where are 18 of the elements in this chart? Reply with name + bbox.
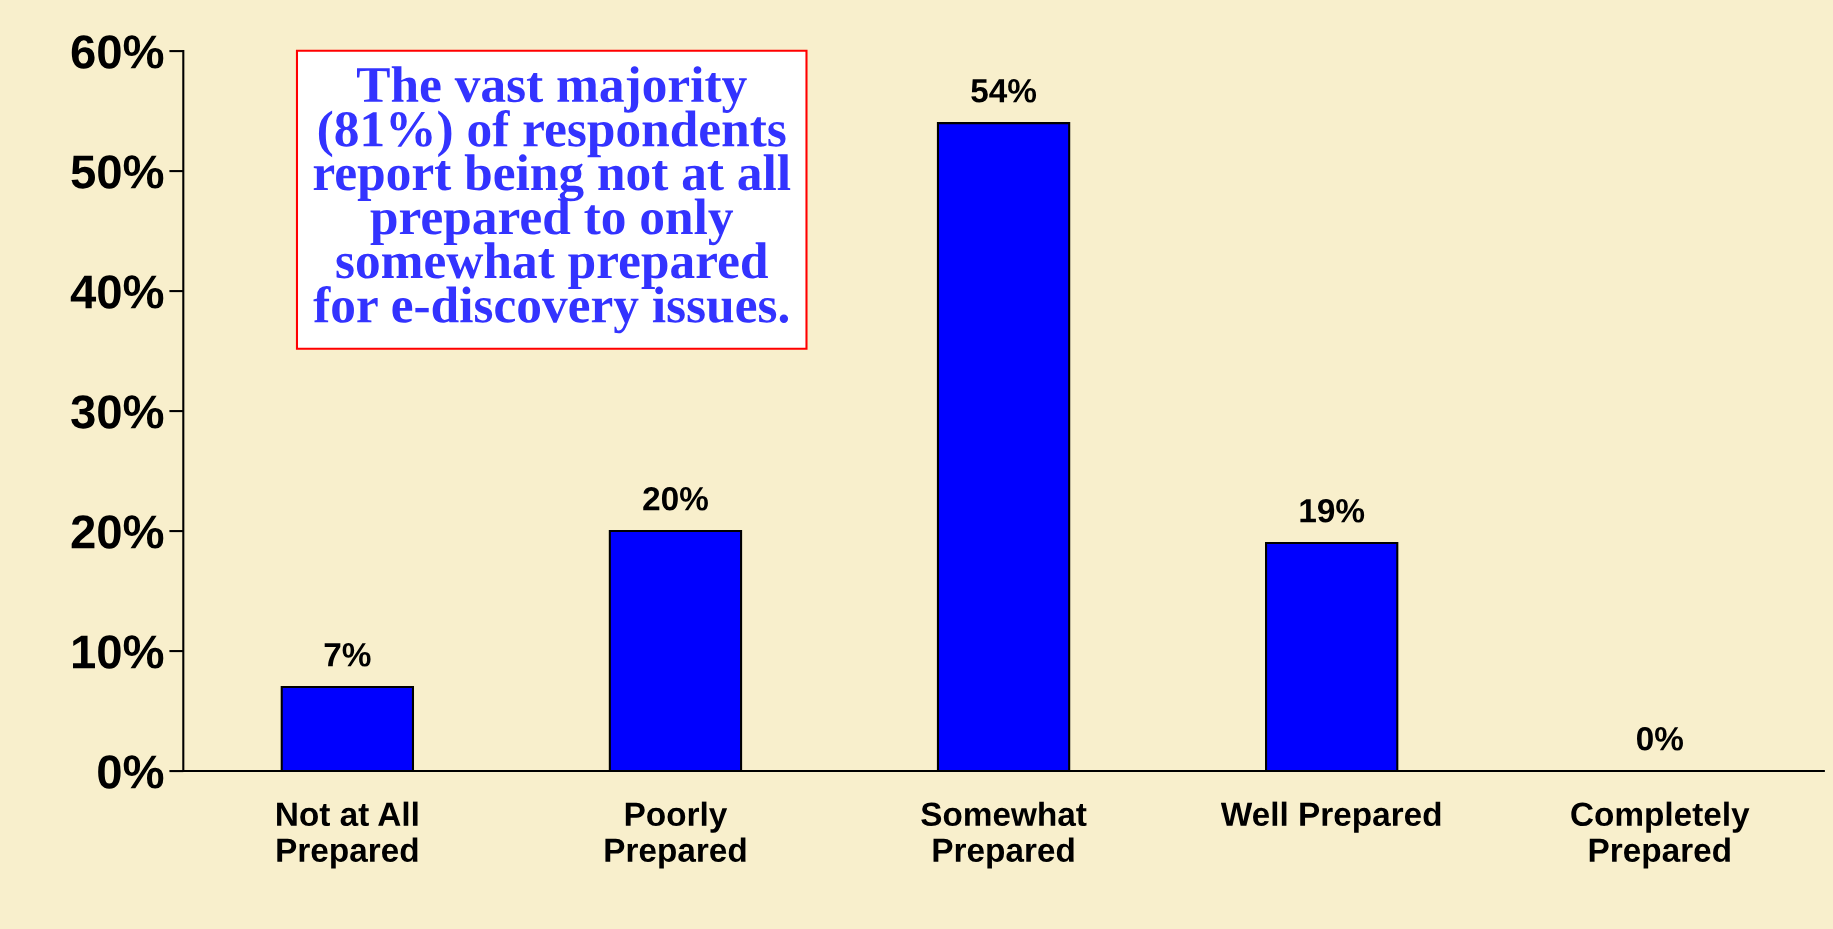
data-label: 20% — [643, 487, 708, 511]
x-tick-label: Poorly Prepared — [605, 801, 746, 869]
y-tick-label: 40% — [70, 275, 164, 309]
data-label: 0% — [1637, 726, 1683, 751]
x-tick-label: Well Prepared — [1220, 801, 1441, 833]
annotation: The vast majority (81%) of respondents report being not at all prepared to only somewhat prepared for e-discovery issues. — [313, 66, 791, 334]
y-tick-label: 0% — [98, 755, 164, 789]
data-label: 7% — [324, 643, 371, 667]
data-label: 19% — [1300, 499, 1365, 523]
x-tick-label: Somewhat Prepared — [921, 801, 1087, 869]
x-tick-label: Not at All Prepared — [277, 801, 418, 869]
data-label: 54% — [971, 79, 1037, 103]
y-tick-label: 50% — [71, 155, 164, 189]
y-tick-label: 60% — [71, 35, 164, 69]
x-tick-label: Completely Prepared — [1571, 801, 1750, 869]
y-tick-label: 20% — [71, 515, 164, 549]
y-tick-label: 10% — [73, 635, 164, 669]
y-tick-label: 30% — [71, 395, 164, 429]
